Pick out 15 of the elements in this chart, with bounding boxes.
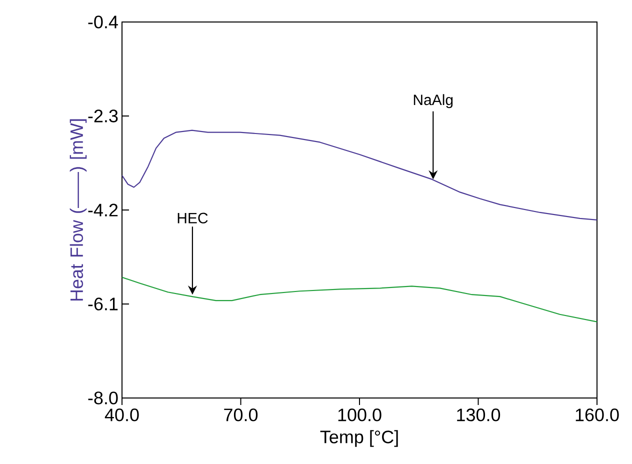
x-tick-label: 130.0	[457, 408, 500, 422]
x-tick-label: 40.0	[104, 408, 139, 422]
y-tick-label: -6.1	[88, 298, 118, 310]
annotation: NaAlg	[414, 94, 453, 108]
x-tick-label: 100.0	[338, 408, 382, 422]
x-tick-label: 70.0	[224, 408, 258, 422]
line-series	[122, 276, 598, 322]
y-tick-label: -0.4	[88, 16, 118, 28]
x-tick-label: 160.0	[576, 408, 619, 422]
x-axis-title: Temp [°C]	[320, 430, 398, 447]
y-tick-label: -4.2	[88, 204, 118, 216]
y-tick-label: -8.0	[88, 392, 118, 404]
annotation: HEC	[178, 212, 208, 224]
y-axis-title: Heat Flow (——) [mW]	[70, 119, 87, 301]
y-tick-label: -2.3	[88, 110, 118, 122]
